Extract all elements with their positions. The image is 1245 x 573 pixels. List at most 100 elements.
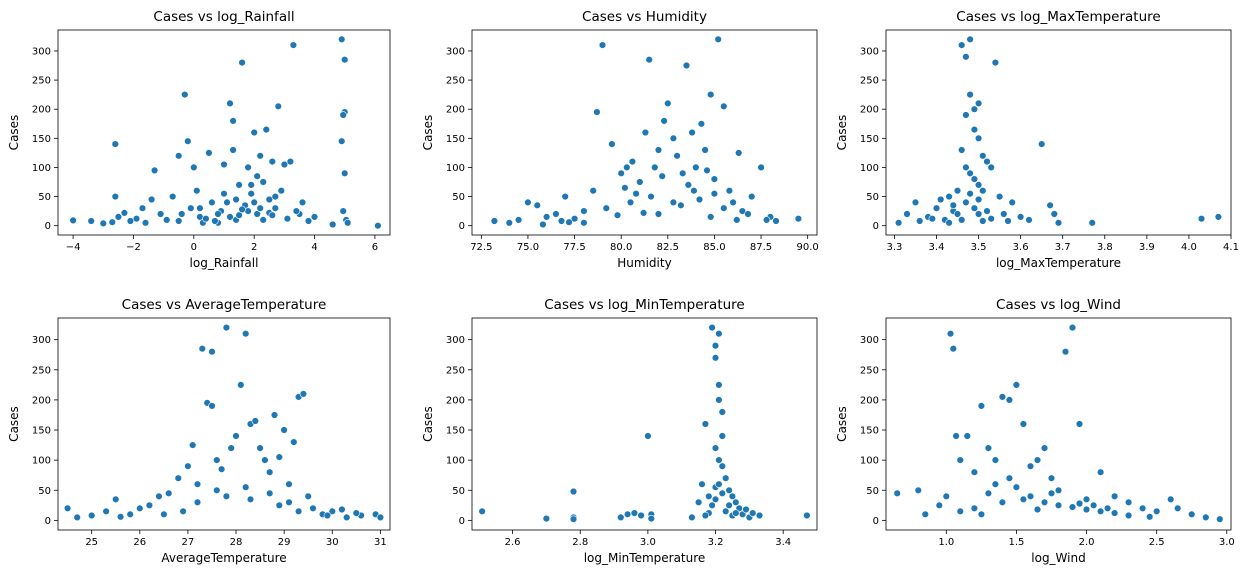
data-point [977, 402, 986, 410]
data-point [1019, 420, 1028, 428]
data-point [213, 486, 221, 494]
data-point [1187, 510, 1196, 518]
y-tick-label: 150 [32, 134, 51, 145]
data-point [1012, 483, 1021, 491]
y-tick-label: 300 [446, 46, 465, 57]
subplot-min-temperature: Cases vs log_MinTemperature log_MinTempe… [421, 297, 818, 565]
data-point [706, 90, 715, 99]
data-point [1110, 509, 1119, 517]
data-point [1054, 486, 1063, 494]
x-axis-label: log_Rainfall [190, 256, 259, 270]
data-point [1033, 456, 1042, 464]
x-tick-label: 31 [374, 537, 387, 548]
data-point [1016, 213, 1025, 221]
y-tick-label: 0 [459, 221, 465, 232]
x-tick-label: 3.6 [1013, 242, 1029, 253]
data-point [721, 507, 730, 515]
data-point [725, 187, 734, 195]
data-point [126, 217, 135, 225]
data-point [1008, 198, 1016, 207]
data-point [979, 152, 987, 160]
x-tick-label: 3.9 [1139, 242, 1155, 253]
data-point [1103, 504, 1112, 512]
data-point [987, 215, 995, 223]
x-tick-label: 87.5 [750, 242, 772, 253]
data-point [1216, 515, 1224, 523]
data-point [669, 198, 678, 207]
x-tick-label: 2.5 [1149, 537, 1165, 548]
data-point [136, 504, 144, 512]
data-point [956, 456, 964, 464]
data-point [729, 198, 737, 207]
data-point [1197, 215, 1206, 223]
y-tick-label: 100 [32, 456, 51, 467]
data-point [156, 210, 165, 218]
data-point [991, 58, 1000, 67]
data-point [1214, 213, 1223, 221]
data-point [935, 501, 943, 509]
y-tick-label: 200 [446, 105, 465, 116]
x-axis-label: log_MinTemperature [584, 551, 706, 565]
data-point [193, 187, 201, 195]
data-point [246, 495, 255, 503]
data-point [268, 157, 276, 166]
x-tick-label: 3.4 [775, 537, 791, 548]
data-point [721, 474, 730, 482]
data-point [1054, 501, 1063, 509]
data-point [1040, 498, 1049, 506]
y-tick-label: 100 [446, 163, 465, 174]
y-tick-label: 150 [32, 426, 51, 437]
data-point [942, 492, 950, 500]
data-point [628, 157, 637, 166]
data-point [1050, 210, 1059, 218]
data-point [598, 41, 607, 49]
data-point [608, 140, 616, 148]
data-point [654, 146, 663, 154]
data-point [1088, 219, 1096, 227]
y-tick-label: 200 [860, 395, 879, 406]
data-point [1033, 505, 1042, 514]
data-point [1068, 323, 1077, 332]
data-point [557, 217, 566, 225]
data-point [742, 505, 750, 514]
data-point [285, 480, 293, 488]
x-tick-label: 75.0 [517, 242, 539, 253]
data-point [1145, 513, 1154, 521]
y-tick-label: 0 [873, 221, 879, 232]
data-point [732, 509, 740, 517]
data-point [1068, 503, 1077, 511]
data-point [757, 163, 765, 172]
data-point [178, 210, 186, 218]
data-point [214, 210, 222, 218]
data-point [265, 195, 273, 204]
data-point [256, 444, 264, 452]
data-point [715, 480, 723, 488]
data-point [617, 169, 625, 178]
data-point [542, 213, 551, 221]
data-point [755, 511, 764, 520]
data-point [1037, 140, 1046, 148]
data-point [155, 492, 163, 500]
data-point [974, 134, 983, 143]
data-point [338, 505, 346, 514]
y-tick-label: 200 [860, 105, 879, 116]
data-point [706, 213, 715, 221]
data-point [698, 480, 706, 488]
data-point [903, 210, 911, 218]
data-point [552, 210, 560, 218]
data-point [1096, 507, 1105, 515]
data-point [222, 323, 231, 332]
x-tick-label: 1.5 [1008, 537, 1024, 548]
data-point [803, 511, 811, 520]
chart-title: Cases vs log_MaxTemperature [956, 9, 1160, 25]
y-tick-label: 50 [452, 192, 465, 203]
x-tick-label: 3.0 [1219, 537, 1235, 548]
data-point [936, 195, 945, 204]
data-point [238, 58, 246, 67]
data-point [682, 61, 691, 70]
data-point [644, 432, 652, 440]
data-point [983, 207, 991, 215]
data-point [632, 190, 640, 198]
data-point [213, 456, 221, 464]
data-point [290, 438, 298, 446]
